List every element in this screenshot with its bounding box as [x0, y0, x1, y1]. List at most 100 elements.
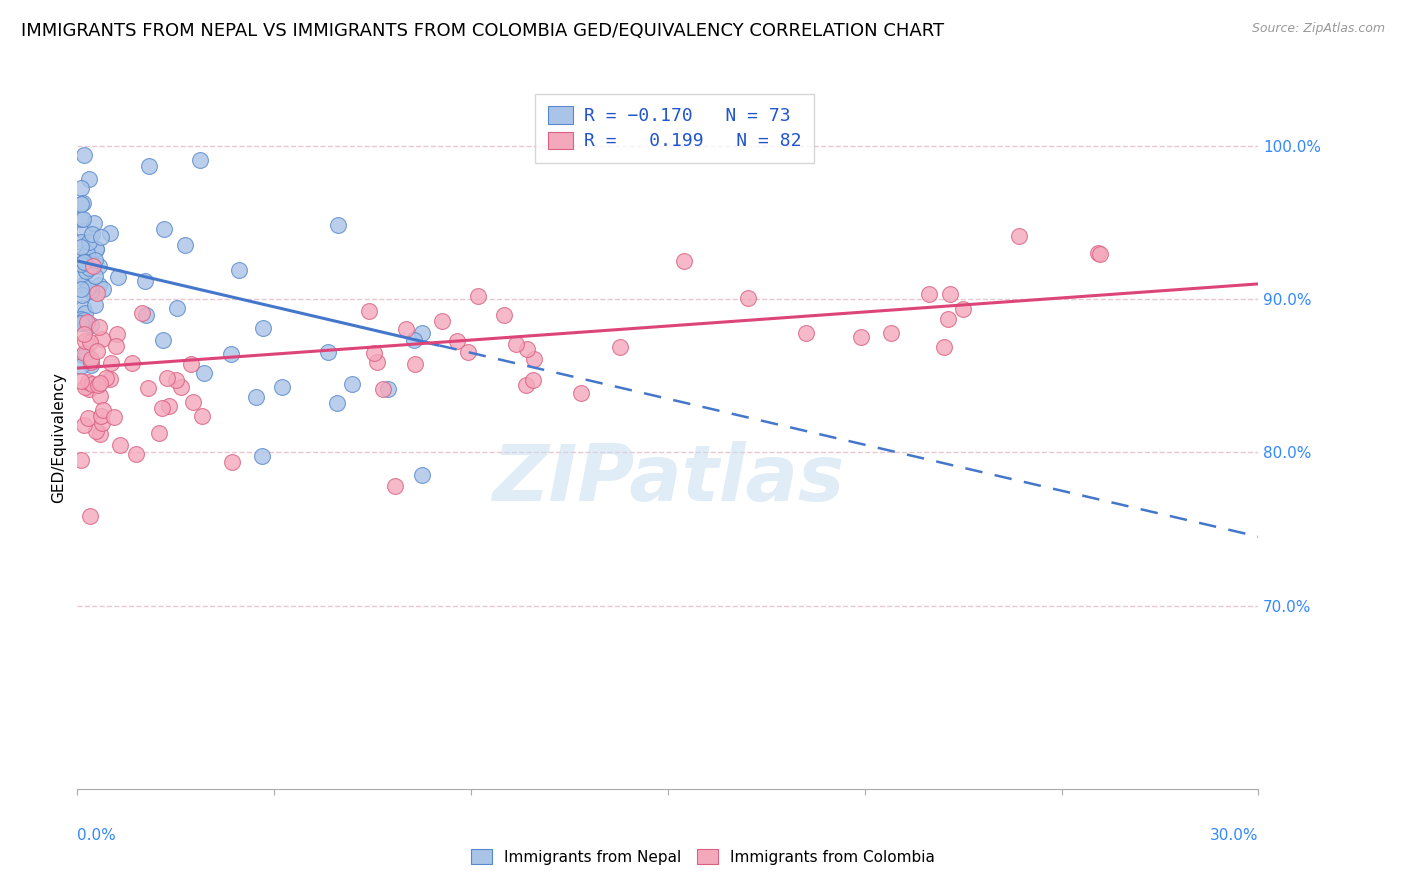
Point [569, 385, 592, 400]
Point [96, 370, 118, 384]
Point [87, 259, 110, 273]
Point [105, 326, 128, 341]
Text: Source: ZipAtlas.com: Source: ZipAtlas.com [1251, 22, 1385, 36]
Point [737, 291, 759, 305]
Point [169, 380, 191, 394]
Point [86, 286, 108, 301]
Point [72, 195, 94, 210]
Point [70, 196, 93, 211]
Point [430, 314, 453, 328]
Point [80, 318, 103, 333]
Point [395, 322, 418, 336]
Point [72, 212, 94, 227]
Point [70, 312, 93, 326]
Point [121, 356, 143, 370]
Point [404, 357, 426, 371]
Point [83, 216, 105, 230]
Point [98, 226, 121, 240]
Point [138, 159, 160, 173]
Point [125, 447, 148, 461]
Point [75, 254, 97, 268]
Point [70, 181, 93, 195]
Point [72, 346, 94, 360]
Point [89, 427, 111, 442]
Point [245, 390, 267, 404]
Point [91, 403, 114, 417]
Point [271, 380, 294, 394]
Point [91, 332, 114, 346]
Point [84, 253, 107, 268]
Point [918, 287, 941, 301]
Point [1008, 228, 1031, 243]
Point [366, 355, 388, 369]
Point [84, 242, 107, 256]
Point [76, 315, 98, 329]
Point [181, 394, 204, 409]
Point [90, 409, 112, 424]
Point [384, 479, 406, 493]
Point [228, 263, 250, 277]
Point [609, 340, 631, 354]
Point [70, 252, 93, 267]
Point [494, 308, 516, 322]
Point [89, 389, 111, 403]
Point [523, 352, 546, 367]
Point [411, 467, 433, 482]
Text: IMMIGRANTS FROM NEPAL VS IMMIGRANTS FROM COLOMBIA GED/EQUIVALENCY CORRELATION CH: IMMIGRANTS FROM NEPAL VS IMMIGRANTS FROM… [21, 22, 945, 40]
Point [84, 425, 107, 439]
Point [86, 344, 108, 359]
Point [134, 274, 156, 288]
Point [1087, 246, 1109, 260]
Point [100, 356, 122, 370]
Point [80, 258, 103, 272]
Point [73, 417, 96, 432]
Point [1088, 247, 1111, 261]
Point [152, 333, 174, 347]
Point [87, 278, 110, 293]
Point [156, 371, 179, 385]
Point [79, 358, 101, 372]
Point [80, 355, 103, 369]
Point [72, 277, 94, 292]
Point [70, 282, 93, 296]
Point [77, 235, 100, 249]
Point [193, 366, 215, 380]
Point [84, 242, 107, 256]
Point [326, 395, 349, 409]
Point [70, 453, 93, 467]
Point [73, 316, 96, 330]
Point [851, 329, 873, 343]
Point [340, 377, 363, 392]
Point [83, 269, 105, 284]
Point [505, 337, 527, 351]
Point [70, 211, 93, 226]
Point [107, 270, 129, 285]
Point [73, 334, 96, 348]
Point [87, 377, 110, 392]
Point [377, 382, 399, 396]
Point [70, 359, 93, 374]
Point [219, 346, 242, 360]
Point [73, 224, 96, 238]
Point [73, 306, 96, 320]
Point [174, 237, 197, 252]
Point [77, 260, 100, 275]
Point [77, 172, 100, 186]
Point [90, 417, 112, 431]
Point [516, 343, 538, 357]
Legend: Immigrants from Nepal, Immigrants from Colombia: Immigrants from Nepal, Immigrants from C… [464, 843, 942, 871]
Text: 0.0%: 0.0% [77, 828, 117, 843]
Point [70, 240, 93, 254]
Point [90, 230, 112, 244]
Point [72, 348, 94, 362]
Point [79, 509, 101, 524]
Point [153, 221, 176, 235]
Point [515, 377, 537, 392]
Point [89, 376, 111, 390]
Point [73, 254, 96, 268]
Point [104, 339, 127, 353]
Point [150, 401, 173, 415]
Point [75, 380, 97, 394]
Point [77, 375, 100, 389]
Point [148, 425, 170, 440]
